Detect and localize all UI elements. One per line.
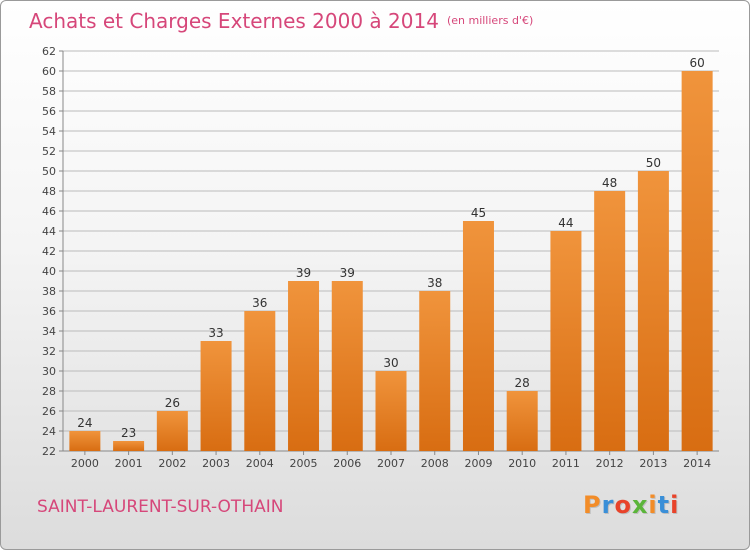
bar: [288, 281, 320, 451]
x-tick-label: 2005: [290, 457, 318, 470]
y-tick-label: 24: [42, 425, 56, 438]
data-label: 28: [515, 376, 530, 390]
bar: [375, 371, 407, 451]
data-label: 39: [296, 266, 311, 280]
bar: [200, 341, 232, 451]
data-label: 24: [77, 416, 92, 430]
x-tick-label: 2013: [639, 457, 667, 470]
x-tick-label: 2008: [421, 457, 449, 470]
bar: [462, 221, 494, 451]
y-tick-label: 34: [42, 325, 56, 338]
x-tick-label: 2001: [115, 457, 143, 470]
data-label: 60: [689, 56, 704, 70]
y-tick-label: 36: [42, 305, 56, 318]
bar: [506, 391, 538, 451]
brand-letter: o: [614, 491, 632, 519]
x-tick-label: 2006: [333, 457, 361, 470]
brand-letter: P: [583, 491, 602, 519]
y-tick-label: 48: [42, 185, 56, 198]
chart-title: Achats et Charges Externes 2000 à 2014 (e…: [29, 9, 533, 33]
data-label: 38: [427, 276, 442, 290]
data-label: 39: [340, 266, 355, 280]
brand-letter: x: [631, 491, 649, 519]
x-tick-label: 2011: [552, 457, 580, 470]
brand-letter: r: [601, 491, 615, 519]
data-label: 30: [383, 356, 398, 370]
y-tick-label: 52: [42, 145, 56, 158]
bar: [637, 171, 669, 451]
x-tick-label: 2000: [71, 457, 99, 470]
y-tick-label: 60: [42, 65, 56, 78]
y-tick-label: 32: [42, 345, 56, 358]
y-tick-label: 46: [42, 205, 56, 218]
data-label: 44: [558, 216, 573, 230]
x-tick-label: 2002: [158, 457, 186, 470]
y-tick-label: 38: [42, 285, 56, 298]
bar: [156, 411, 188, 451]
y-tick-label: 28: [42, 385, 56, 398]
data-label: 45: [471, 206, 486, 220]
x-tick-label: 2009: [464, 457, 492, 470]
x-tick-label: 2010: [508, 457, 536, 470]
y-tick-label: 50: [42, 165, 56, 178]
x-tick-label: 2004: [246, 457, 274, 470]
y-tick-label: 22: [42, 445, 56, 458]
title-text: Achats et Charges Externes 2000 à 2014: [29, 9, 439, 33]
bar: [244, 311, 276, 451]
y-tick-label: 30: [42, 365, 56, 378]
data-label: 48: [602, 176, 617, 190]
x-tick-label: 2012: [596, 457, 624, 470]
y-tick-label: 40: [42, 265, 56, 278]
bar: [69, 431, 101, 451]
data-label: 50: [646, 156, 661, 170]
brand-letter: i: [670, 491, 680, 519]
y-tick-label: 42: [42, 245, 56, 258]
brand-letter: i: [648, 491, 658, 519]
y-tick-label: 62: [42, 45, 56, 58]
x-tick-label: 2007: [377, 457, 405, 470]
data-label: 23: [121, 426, 136, 440]
data-label: 26: [165, 396, 180, 410]
y-tick-label: 56: [42, 105, 56, 118]
data-label: 33: [208, 326, 223, 340]
brand-logo: Proxiti: [583, 491, 679, 519]
bar: [681, 71, 713, 451]
bar: [550, 231, 582, 451]
bar: [419, 291, 451, 451]
y-tick-label: 26: [42, 405, 56, 418]
x-tick-label: 2003: [202, 457, 230, 470]
bar: [594, 191, 626, 451]
brand-letter: t: [657, 491, 671, 519]
bar: [113, 441, 145, 451]
y-tick-label: 54: [42, 125, 56, 138]
y-tick-label: 44: [42, 225, 56, 238]
bar: [331, 281, 363, 451]
data-label: 36: [252, 296, 267, 310]
x-tick-label: 2014: [683, 457, 711, 470]
title-unit: (en milliers d'€): [446, 14, 534, 27]
location-name: SAINT-LAURENT-SUR-OTHAIN: [37, 497, 284, 517]
y-tick-label: 58: [42, 85, 56, 98]
